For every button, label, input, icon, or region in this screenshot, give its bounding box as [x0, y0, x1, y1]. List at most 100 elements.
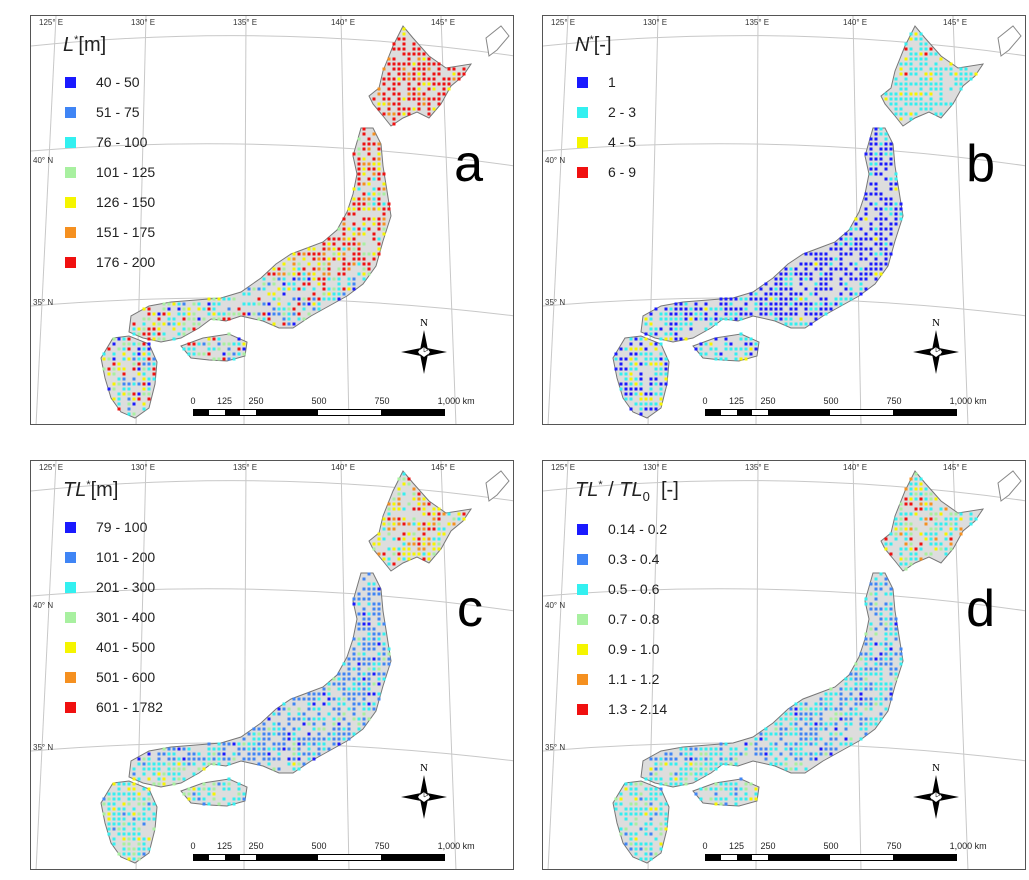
data-cell	[342, 692, 346, 696]
data-cell	[427, 62, 431, 66]
data-cell	[377, 227, 381, 231]
data-cell	[884, 592, 888, 596]
data-cell	[919, 82, 923, 86]
data-cell	[232, 757, 236, 761]
data-cell	[157, 337, 161, 341]
data-cell	[132, 782, 136, 786]
data-cell	[152, 367, 156, 371]
data-cell	[654, 792, 658, 796]
data-cell	[337, 227, 341, 231]
data-cell	[894, 92, 898, 96]
data-cell	[804, 767, 808, 771]
data-cell	[112, 827, 116, 831]
data-cell	[784, 747, 788, 751]
data-cell	[869, 707, 873, 711]
data-cell	[899, 547, 903, 551]
data-cell	[734, 802, 738, 806]
data-cell	[397, 67, 401, 71]
data-cell	[944, 522, 948, 526]
data-cell	[639, 347, 643, 351]
data-cell	[714, 767, 718, 771]
data-cell	[372, 682, 376, 686]
data-cell	[764, 282, 768, 286]
data-cell	[322, 692, 326, 696]
data-cell	[659, 312, 663, 316]
data-cell	[132, 367, 136, 371]
data-cell	[659, 802, 663, 806]
data-cell	[829, 732, 833, 736]
data-cell	[744, 337, 748, 341]
data-cell	[869, 602, 873, 606]
data-cell	[904, 92, 908, 96]
data-cell	[624, 397, 628, 401]
data-cell	[769, 752, 773, 756]
data-cell	[222, 297, 226, 301]
data-cell	[297, 727, 301, 731]
data-cell	[944, 537, 948, 541]
data-cell	[634, 832, 638, 836]
data-cell	[629, 407, 633, 411]
data-cell	[277, 302, 281, 306]
data-cell	[839, 697, 843, 701]
data-cell	[859, 692, 863, 696]
data-cell	[362, 707, 366, 711]
scale-bar-label: 500	[823, 841, 839, 851]
data-cell	[242, 747, 246, 751]
data-cell	[367, 572, 371, 576]
data-cell	[382, 537, 386, 541]
data-cell	[749, 342, 753, 346]
data-cell	[432, 547, 436, 551]
data-cell	[372, 672, 376, 676]
data-cell	[142, 772, 146, 776]
data-cell	[352, 287, 356, 291]
data-cell	[347, 287, 351, 291]
data-cell	[357, 702, 361, 706]
data-cell	[949, 522, 953, 526]
data-cell	[302, 307, 306, 311]
data-cell	[307, 297, 311, 301]
data-cell	[619, 362, 623, 366]
data-cell	[442, 77, 446, 81]
data-cell	[849, 722, 853, 726]
data-cell	[372, 167, 376, 171]
data-cell	[819, 262, 823, 266]
data-cell	[452, 522, 456, 526]
data-cell	[699, 772, 703, 776]
data-cell	[899, 652, 903, 656]
data-cell	[659, 362, 663, 366]
scale-bar-label: 1,000 km	[437, 841, 475, 851]
data-cell	[894, 217, 898, 221]
latitude-label: 35° N	[33, 743, 54, 752]
data-cell	[899, 212, 903, 216]
scale-bar-label: 125	[216, 841, 233, 851]
data-cell	[869, 222, 873, 226]
data-cell	[397, 72, 401, 76]
data-cell	[277, 707, 281, 711]
data-cell	[122, 847, 126, 851]
data-cell	[307, 752, 311, 756]
data-cell	[302, 762, 306, 766]
legend-item: 6 - 9	[575, 157, 636, 187]
data-cell	[884, 617, 888, 621]
data-cell	[754, 797, 758, 801]
data-cell	[814, 252, 818, 256]
data-cell	[689, 752, 693, 756]
data-cell	[352, 252, 356, 256]
data-cell	[372, 637, 376, 641]
data-cell	[729, 752, 733, 756]
data-cell	[307, 692, 311, 696]
data-cell	[884, 237, 888, 241]
data-cell	[709, 787, 713, 791]
data-cell	[337, 292, 341, 296]
data-cell	[924, 502, 928, 506]
data-cell	[432, 542, 436, 546]
data-cell	[909, 552, 913, 556]
data-cell	[362, 577, 366, 581]
data-cell	[829, 702, 833, 706]
data-cell	[869, 607, 873, 611]
legend-swatch	[65, 581, 76, 593]
data-cell	[944, 552, 948, 556]
data-cell	[894, 182, 898, 186]
data-cell	[819, 297, 823, 301]
data-cell	[919, 107, 923, 111]
